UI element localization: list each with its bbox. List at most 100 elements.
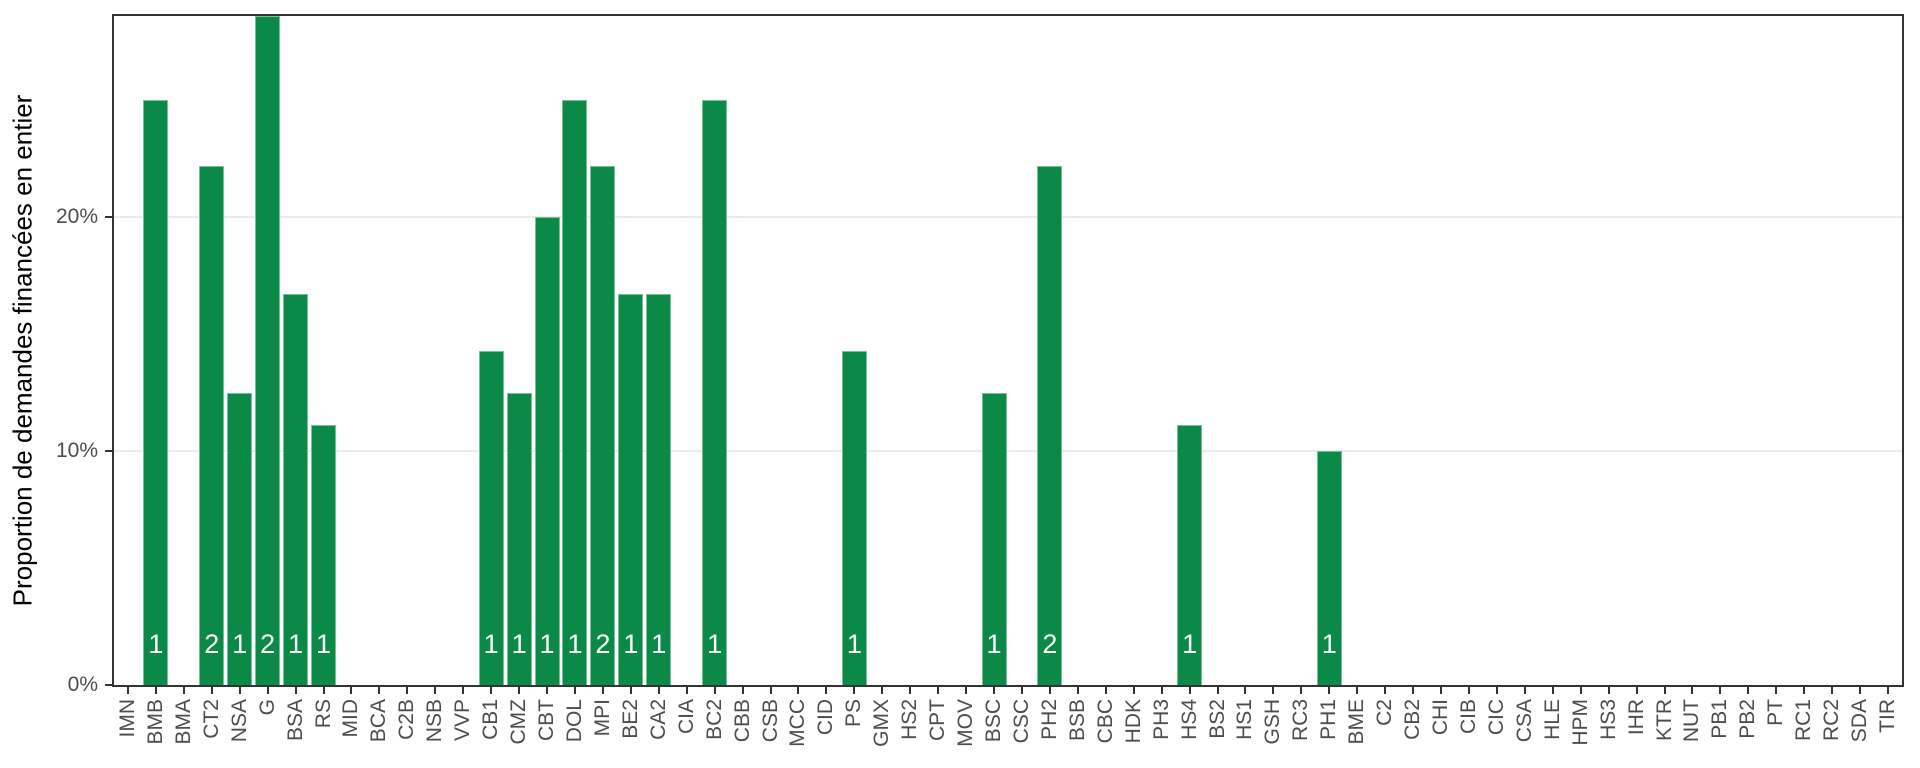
bar-dol: 1: [562, 100, 588, 685]
gridline-10pct: [114, 450, 1902, 453]
x-tick-ph3: [1160, 687, 1163, 694]
x-label-text: PB2: [1736, 699, 1760, 739]
x-label-text: BSB: [1065, 699, 1089, 742]
x-tick-bsb: [1076, 687, 1079, 694]
x-tick-chi: [1440, 687, 1443, 694]
bar-rs: 1: [311, 425, 337, 685]
x-label-text: PH2: [1037, 699, 1061, 740]
x-label-text: VVP: [451, 699, 475, 742]
x-label-text: PT: [1764, 699, 1788, 726]
x-tick-gsh: [1272, 687, 1275, 694]
y-tick-label-20pct: 20%: [55, 205, 98, 229]
x-label-text: G: [255, 699, 279, 716]
x-tick-sda: [1859, 687, 1862, 694]
x-tick-rc2: [1831, 687, 1834, 694]
bar-count-label-bsa: 1: [288, 629, 304, 659]
bar-count-label-cmz: 1: [511, 629, 527, 659]
x-label-text: CSB: [758, 699, 782, 743]
x-label-text: PB1: [1708, 699, 1732, 739]
x-tick-csb: [769, 687, 772, 694]
x-tick-pb1: [1719, 687, 1722, 694]
x-label-text: HS1: [1233, 699, 1257, 740]
y-axis-title-text: Proportion de demandes financées en enti…: [7, 94, 38, 607]
x-label-text: BME: [1345, 699, 1369, 745]
x-tick-rc1: [1803, 687, 1806, 694]
gridline-20pct: [114, 216, 1902, 219]
bar-ct2: 2: [199, 165, 225, 685]
x-label-text: MID: [339, 699, 363, 738]
bar-count-label-hs4: 1: [1182, 629, 1198, 659]
bar-count-label-ps: 1: [846, 629, 862, 659]
x-label-text: PH3: [1149, 699, 1173, 740]
x-label-text: CBC: [1093, 699, 1117, 744]
x-tick-c2b: [406, 687, 409, 694]
x-tick-g: [266, 687, 269, 694]
bar-count-label-bsc: 1: [986, 629, 1002, 659]
x-label-text: CB2: [1401, 699, 1425, 740]
x-tick-nsa: [238, 687, 241, 694]
x-label-text: HLE: [1540, 699, 1564, 740]
x-tick-cb1: [490, 687, 493, 694]
x-label-text: KTR: [1652, 699, 1676, 741]
x-tick-mpi: [601, 687, 604, 694]
x-tick-hdk: [1132, 687, 1135, 694]
x-tick-csc: [1020, 687, 1023, 694]
x-tick-hs3: [1607, 687, 1610, 694]
x-tick-hs4: [1188, 687, 1191, 694]
bar-ph1: 1: [1316, 451, 1342, 685]
bar-cb1: 1: [478, 350, 504, 685]
x-tick-cid: [825, 687, 828, 694]
x-label-text: BE2: [618, 699, 642, 739]
x-label-text: BC2: [702, 699, 726, 740]
x-label-text: TIR: [1876, 699, 1900, 733]
x-label-text: CID: [814, 699, 838, 736]
bar-bsc: 1: [981, 392, 1007, 685]
bar-ps: 1: [841, 350, 867, 685]
x-label-text: HS2: [898, 699, 922, 740]
x-tick-cb2: [1412, 687, 1415, 694]
x-tick-ct2: [210, 687, 213, 694]
x-tick-dol: [573, 687, 576, 694]
bar-count-label-dol: 1: [567, 629, 583, 659]
bar-count-label-bc2: 1: [707, 629, 723, 659]
bar-count-label-bmb: 1: [148, 629, 164, 659]
bar-count-label-be2: 1: [623, 629, 639, 659]
x-label-text: BSC: [982, 699, 1006, 743]
y-tick-0pct: [105, 684, 112, 686]
x-label-text: CIB: [1456, 699, 1480, 735]
x-label-text: CBB: [730, 699, 754, 743]
bar-mpi: 2: [590, 165, 616, 685]
bar-count-label-g: 2: [260, 629, 276, 659]
x-label-text: CIA: [674, 699, 698, 735]
x-tick-hs1: [1244, 687, 1247, 694]
bar-cmz: 1: [506, 392, 532, 685]
x-label-text: RC2: [1820, 699, 1844, 742]
x-tick-bca: [378, 687, 381, 694]
x-tick-bsc: [993, 687, 996, 694]
x-label-text: HPM: [1568, 699, 1592, 746]
x-tick-mcc: [797, 687, 800, 694]
x-label-text: C2: [1373, 699, 1397, 726]
x-tick-pb2: [1747, 687, 1750, 694]
x-tick-imn: [126, 687, 129, 694]
y-tick-10pct: [105, 450, 112, 453]
bar-g: 2: [255, 16, 281, 685]
bar-count-label-mpi: 2: [595, 629, 611, 659]
x-label-text: MCC: [786, 699, 810, 747]
x-tick-ihr: [1635, 687, 1638, 694]
bar-ca2: 1: [646, 294, 672, 685]
x-tick-bma: [182, 687, 185, 694]
x-tick-nut: [1691, 687, 1694, 694]
x-tick-cbb: [741, 687, 744, 694]
y-tick-20pct: [105, 216, 112, 219]
x-label-text: RC1: [1792, 699, 1816, 742]
y-tick-label-10pct: 10%: [55, 439, 98, 463]
x-tick-bc2: [713, 687, 716, 694]
x-label-text: RS: [311, 699, 335, 729]
x-tick-cib: [1467, 687, 1470, 694]
bar-bsa: 1: [283, 294, 309, 685]
x-tick-c2: [1384, 687, 1387, 694]
bar-count-label-ph2: 2: [1042, 629, 1058, 659]
